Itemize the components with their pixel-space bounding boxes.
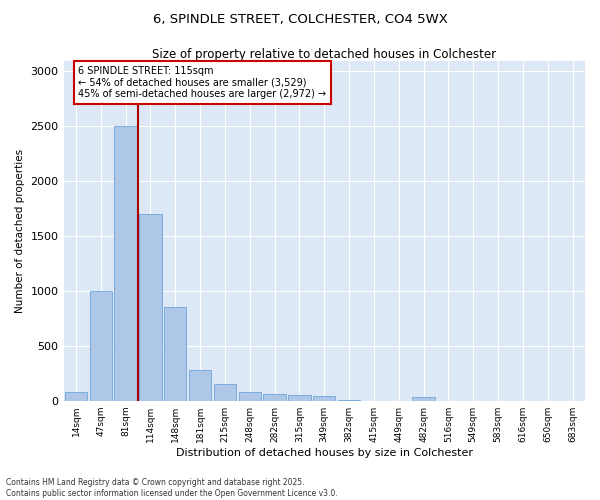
- Bar: [263, 394, 286, 400]
- Bar: [214, 384, 236, 400]
- X-axis label: Distribution of detached houses by size in Colchester: Distribution of detached houses by size …: [176, 448, 473, 458]
- Bar: [115, 126, 137, 400]
- Text: Contains HM Land Registry data © Crown copyright and database right 2025.
Contai: Contains HM Land Registry data © Crown c…: [6, 478, 338, 498]
- Bar: [313, 396, 335, 400]
- Text: 6, SPINDLE STREET, COLCHESTER, CO4 5WX: 6, SPINDLE STREET, COLCHESTER, CO4 5WX: [152, 12, 448, 26]
- Bar: [139, 214, 161, 400]
- Bar: [412, 398, 435, 400]
- Bar: [239, 392, 261, 400]
- Bar: [164, 308, 187, 400]
- Bar: [189, 370, 211, 400]
- Bar: [89, 291, 112, 401]
- Bar: [288, 395, 311, 400]
- Text: 6 SPINDLE STREET: 115sqm
← 54% of detached houses are smaller (3,529)
45% of sem: 6 SPINDLE STREET: 115sqm ← 54% of detach…: [79, 66, 326, 99]
- Y-axis label: Number of detached properties: Number of detached properties: [15, 148, 25, 312]
- Bar: [65, 392, 87, 400]
- Title: Size of property relative to detached houses in Colchester: Size of property relative to detached ho…: [152, 48, 496, 60]
